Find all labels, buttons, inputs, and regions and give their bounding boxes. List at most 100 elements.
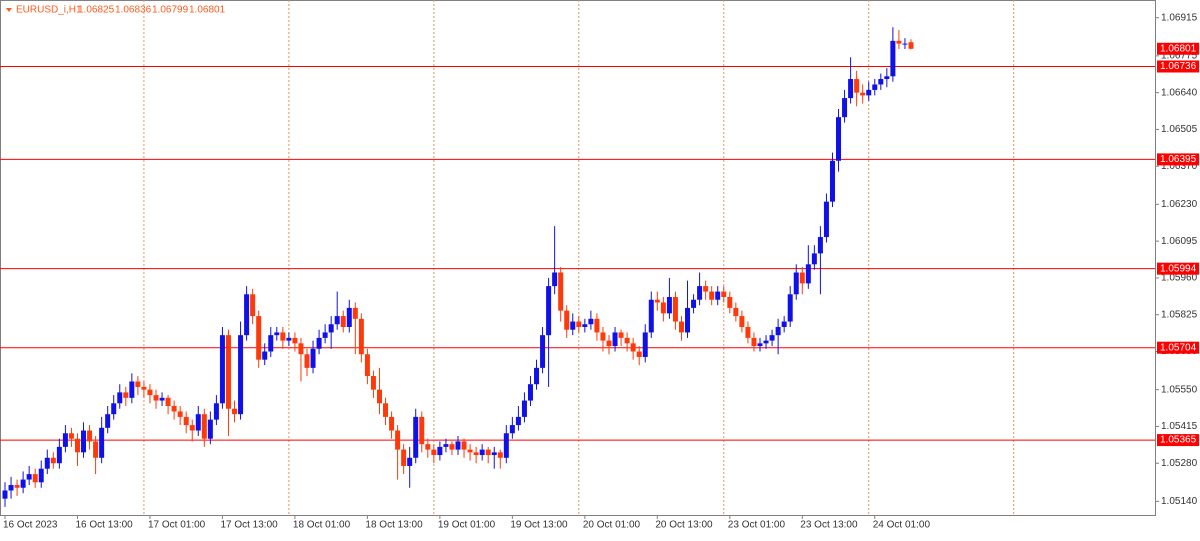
y-tick-label: 1.06095	[1161, 236, 1198, 247]
candle-body	[588, 318, 594, 325]
y-tick-label: 1.06370	[1161, 161, 1198, 172]
candle-body	[558, 272, 564, 311]
candle-body	[811, 253, 817, 265]
level-label-box	[1157, 60, 1199, 73]
candle-body	[26, 474, 32, 480]
candle-body	[872, 84, 878, 90]
candle-body	[183, 416, 189, 426]
candle-body	[497, 452, 503, 458]
candle-body	[141, 386, 147, 390]
level-label: 1.06736	[1160, 61, 1197, 72]
candle-body	[630, 343, 636, 352]
candle-body	[346, 307, 352, 327]
candle-body	[654, 299, 660, 303]
candle-body	[739, 316, 745, 327]
candle-body	[310, 348, 316, 368]
candle-body	[189, 425, 195, 431]
candle-body	[612, 332, 618, 347]
candle-body	[703, 286, 709, 292]
candle-body	[316, 337, 322, 349]
candle-body	[546, 286, 552, 336]
candle-body	[733, 307, 739, 317]
candle-body	[878, 79, 884, 85]
candle-body	[594, 318, 600, 333]
candle-body	[534, 367, 540, 385]
candle-body	[715, 291, 721, 300]
candle-body	[709, 291, 715, 300]
candle-body	[431, 449, 437, 456]
plot-frame	[0, 0, 1156, 516]
candle-body	[473, 452, 479, 456]
candle-body	[93, 441, 99, 458]
candle-body	[322, 332, 328, 338]
candle-body	[286, 337, 292, 341]
candle-body	[854, 79, 860, 93]
candle-body	[799, 272, 805, 284]
candle-body	[238, 335, 244, 415]
y-tick-label: 1.06640	[1161, 87, 1198, 98]
x-tick-label: 23 Oct 13:00	[800, 520, 858, 531]
candle-body	[685, 307, 691, 333]
candle-body	[829, 160, 835, 202]
candle-body	[213, 403, 219, 420]
candle-body	[902, 43, 908, 45]
candle-body	[328, 324, 334, 333]
candle-body	[775, 326, 781, 336]
menu-arrow[interactable]	[6, 8, 12, 12]
candle-body	[262, 351, 268, 360]
candle-body	[376, 389, 382, 404]
candle-body	[817, 237, 823, 254]
y-tick-label: 1.06230	[1161, 199, 1198, 210]
candle-body	[358, 318, 364, 355]
candle-body	[890, 40, 896, 77]
candle-body	[751, 337, 757, 347]
candle-body	[866, 89, 872, 96]
x-tick-label: 17 Oct 01:00	[148, 520, 206, 531]
candle-body	[842, 98, 848, 118]
candle-body	[540, 335, 546, 368]
candle-body	[642, 332, 648, 357]
x-tick-label: 18 Oct 13:00	[365, 520, 423, 531]
candle-body	[280, 332, 286, 341]
candle-body	[352, 307, 358, 319]
candle-body	[117, 392, 123, 404]
candle-body	[437, 446, 443, 456]
y-tick-label: 1.05825	[1161, 309, 1198, 320]
x-tick-label: 20 Oct 13:00	[655, 520, 713, 531]
candle-body	[334, 316, 340, 325]
candle-body	[552, 272, 558, 287]
candle-body	[600, 332, 606, 341]
symbol: EURUSD_i,H1	[16, 5, 82, 16]
candle-body	[606, 340, 612, 347]
candle-body	[666, 297, 672, 314]
candle-body	[129, 381, 135, 398]
candle-body	[135, 381, 141, 387]
candle-body	[419, 416, 425, 445]
candle-body	[678, 321, 684, 333]
candle-body	[207, 419, 213, 439]
candle-body	[407, 457, 413, 466]
candle-body	[292, 337, 298, 344]
candle-body	[449, 444, 455, 450]
candle-body	[624, 337, 630, 344]
candle-body	[648, 299, 654, 333]
y-tick-label: 1.05415	[1161, 421, 1198, 432]
candle-body	[884, 76, 890, 80]
level-label: 1.05704	[1160, 342, 1197, 353]
candle-body	[62, 433, 68, 447]
candle-body	[564, 310, 570, 330]
candle-body	[672, 297, 678, 322]
candle-body	[570, 321, 576, 330]
candle-body	[111, 403, 117, 415]
x-tick-label: 17 Oct 13:00	[220, 520, 278, 531]
y-tick-label: 1.05280	[1161, 458, 1198, 469]
candle-body	[219, 335, 225, 404]
candle-body	[147, 389, 153, 396]
candle-body	[123, 392, 129, 398]
candle-body	[14, 485, 20, 488]
candle-body	[479, 449, 485, 456]
candle-body	[201, 414, 207, 439]
candle-body	[244, 294, 250, 336]
